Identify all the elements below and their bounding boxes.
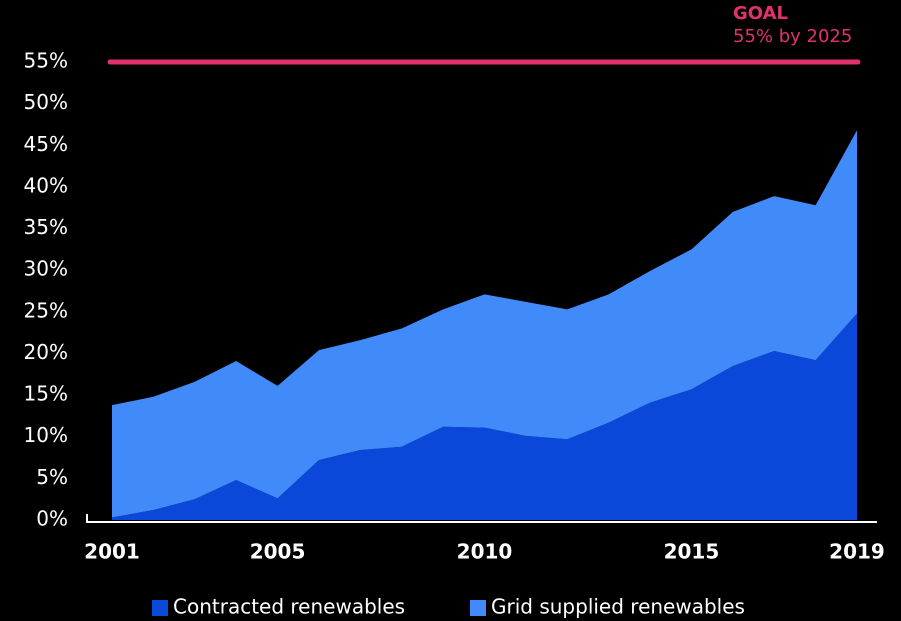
x-tick-label: 2001 bbox=[84, 540, 140, 564]
y-tick-label: 10% bbox=[24, 423, 68, 447]
legend-label: Grid supplied renewables bbox=[491, 595, 745, 619]
y-tick-label: 30% bbox=[24, 257, 68, 281]
y-tick-label: 15% bbox=[24, 382, 68, 406]
goal-label: GOAL bbox=[733, 3, 788, 24]
x-tick-label: 2010 bbox=[457, 540, 513, 564]
legend-swatch bbox=[470, 600, 486, 616]
y-tick-label: 55% bbox=[24, 49, 68, 73]
y-tick-label: 35% bbox=[24, 215, 68, 239]
legend-label: Contracted renewables bbox=[173, 595, 405, 619]
x-tick-label: 2015 bbox=[664, 540, 720, 564]
y-tick-label: 40% bbox=[24, 173, 68, 197]
y-tick-label: 0% bbox=[36, 507, 68, 531]
y-tick-label: 50% bbox=[24, 90, 68, 114]
y-tick-label: 45% bbox=[24, 132, 68, 156]
area bbox=[112, 130, 857, 518]
goal-note: 55% by 2025 bbox=[733, 26, 852, 47]
x-tick-label: 2005 bbox=[250, 540, 306, 564]
x-tick-label: 2019 bbox=[829, 540, 885, 564]
area bbox=[112, 313, 857, 520]
legend-swatch bbox=[152, 600, 168, 616]
y-tick-label: 25% bbox=[24, 298, 68, 322]
y-tick-label: 20% bbox=[24, 340, 68, 364]
y-tick-label: 5% bbox=[36, 465, 68, 489]
